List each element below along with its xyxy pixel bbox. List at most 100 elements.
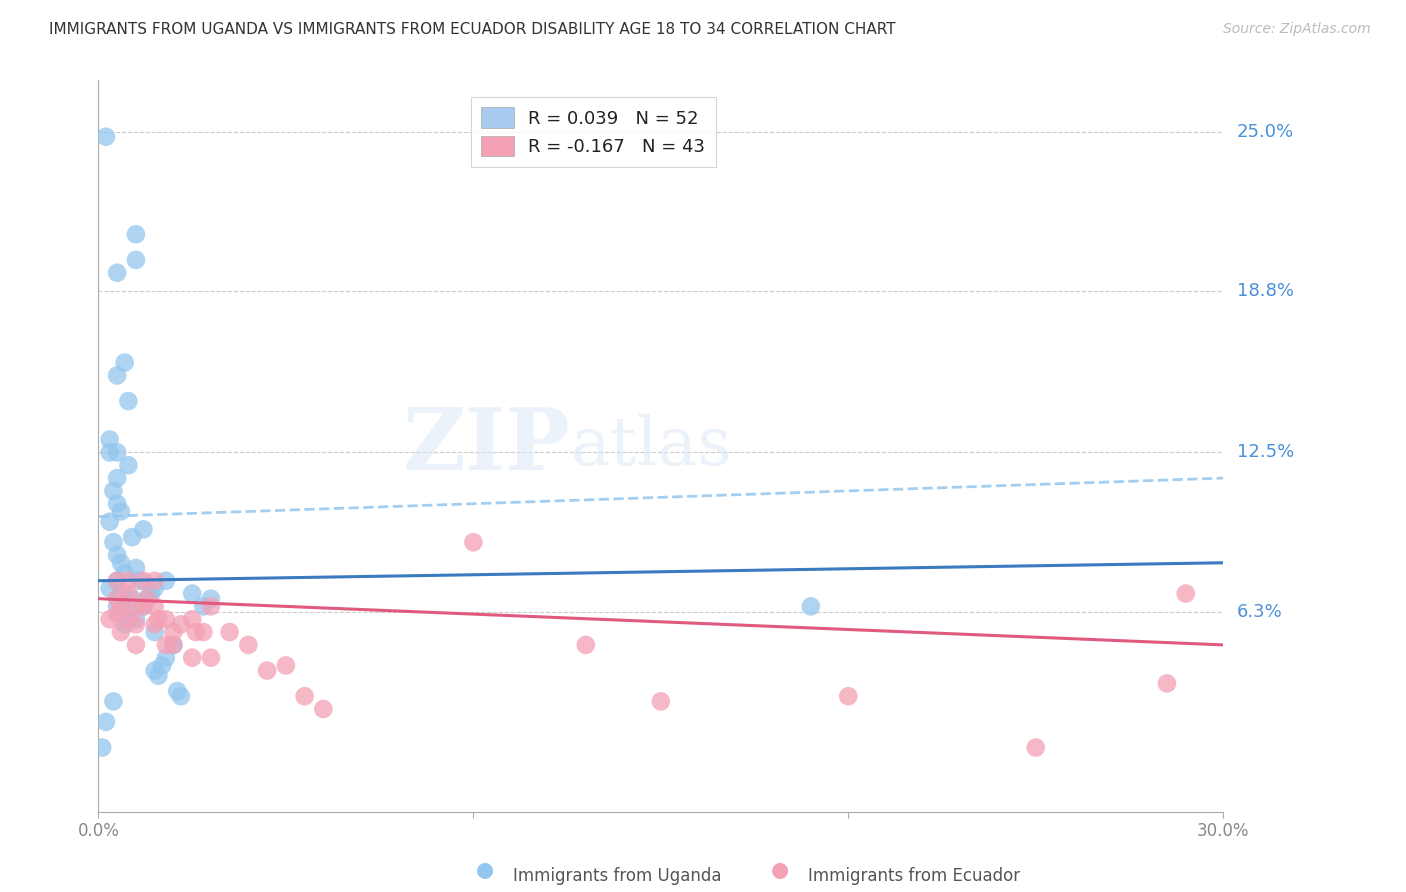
Point — [98, 433, 121, 447]
Point — [105, 471, 128, 485]
Point — [162, 638, 184, 652]
Point — [274, 658, 297, 673]
Point — [143, 617, 166, 632]
Point — [170, 690, 193, 704]
Point — [181, 650, 204, 665]
Point — [98, 612, 121, 626]
Point — [1025, 740, 1047, 755]
Point — [125, 227, 148, 242]
Point — [91, 740, 114, 755]
Point — [128, 574, 150, 588]
Point — [94, 714, 117, 729]
Point — [110, 504, 132, 518]
Point — [98, 582, 121, 596]
Point — [125, 599, 148, 614]
Point — [125, 252, 148, 267]
Point — [114, 355, 136, 369]
Point — [837, 690, 859, 704]
Text: Source: ZipAtlas.com: Source: ZipAtlas.com — [1223, 22, 1371, 37]
Point — [170, 617, 193, 632]
Text: 12.5%: 12.5% — [1237, 443, 1295, 461]
Point — [1156, 676, 1178, 690]
Text: 18.8%: 18.8% — [1237, 282, 1294, 300]
Point — [105, 607, 128, 621]
Point — [103, 483, 125, 498]
Text: 25.0%: 25.0% — [1237, 122, 1295, 141]
Point — [98, 515, 121, 529]
Point — [117, 607, 139, 621]
Point — [110, 625, 132, 640]
Point — [155, 574, 177, 588]
Point — [200, 599, 222, 614]
Point — [150, 658, 173, 673]
Text: ●: ● — [772, 860, 789, 880]
Point — [105, 599, 128, 614]
Text: Immigrants from Uganda: Immigrants from Uganda — [513, 867, 721, 885]
Point — [105, 591, 128, 606]
Point — [143, 664, 166, 678]
Point — [238, 638, 260, 652]
Text: ZIP: ZIP — [404, 404, 571, 488]
Point — [114, 566, 136, 580]
Point — [136, 591, 159, 606]
Point — [139, 586, 162, 600]
Point — [575, 638, 598, 652]
Point — [294, 690, 316, 704]
Point — [121, 591, 143, 606]
Text: IMMIGRANTS FROM UGANDA VS IMMIGRANTS FROM ECUADOR DISABILITY AGE 18 TO 34 CORREL: IMMIGRANTS FROM UGANDA VS IMMIGRANTS FRO… — [49, 22, 896, 37]
Point — [148, 612, 170, 626]
Point — [148, 669, 170, 683]
Point — [125, 612, 148, 626]
Point — [155, 612, 177, 626]
Point — [125, 617, 148, 632]
Point — [162, 625, 184, 640]
Point — [143, 582, 166, 596]
Legend: R = 0.039   N = 52, R = -0.167   N = 43: R = 0.039 N = 52, R = -0.167 N = 43 — [471, 96, 716, 167]
Point — [121, 530, 143, 544]
Point — [117, 394, 139, 409]
Point — [132, 574, 155, 588]
Point — [218, 625, 240, 640]
Point — [94, 129, 117, 144]
Point — [105, 574, 128, 588]
Text: 6.3%: 6.3% — [1237, 602, 1282, 621]
Point — [117, 574, 139, 588]
Point — [105, 574, 128, 588]
Point — [155, 650, 177, 665]
Point — [132, 523, 155, 537]
Point — [143, 599, 166, 614]
Point — [193, 599, 215, 614]
Point — [1174, 586, 1197, 600]
Point — [105, 368, 128, 383]
Point — [132, 599, 155, 614]
Point — [117, 586, 139, 600]
Point — [98, 445, 121, 459]
Point — [105, 266, 128, 280]
Point — [143, 574, 166, 588]
Point — [181, 612, 204, 626]
Point — [200, 591, 222, 606]
Point — [155, 638, 177, 652]
Point — [125, 638, 148, 652]
Point — [463, 535, 485, 549]
Point — [132, 599, 155, 614]
Point — [162, 638, 184, 652]
Point — [125, 561, 148, 575]
Text: Immigrants from Ecuador: Immigrants from Ecuador — [808, 867, 1021, 885]
Point — [193, 625, 215, 640]
Point — [256, 664, 278, 678]
Point — [103, 535, 125, 549]
Point — [110, 586, 132, 600]
Point — [312, 702, 335, 716]
Point — [143, 625, 166, 640]
Point — [184, 625, 207, 640]
Point — [105, 548, 128, 562]
Text: ●: ● — [477, 860, 494, 880]
Point — [650, 694, 672, 708]
Point — [110, 556, 132, 570]
Point — [114, 617, 136, 632]
Point — [181, 586, 204, 600]
Point — [800, 599, 823, 614]
Point — [117, 458, 139, 473]
Point — [110, 599, 132, 614]
